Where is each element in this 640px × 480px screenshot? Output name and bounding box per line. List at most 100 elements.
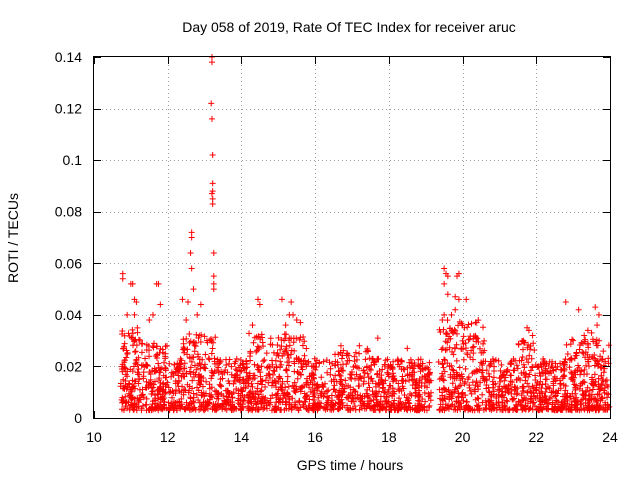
- data-point: [504, 387, 511, 394]
- data-point: [519, 346, 526, 353]
- data-point: [580, 340, 587, 347]
- data-point: [288, 335, 295, 342]
- data-point: [497, 406, 504, 413]
- data-point: [417, 356, 424, 363]
- data-point: [390, 376, 397, 383]
- data-point: [534, 405, 541, 412]
- data-point: [208, 190, 215, 197]
- data-point: [284, 359, 291, 366]
- data-point: [463, 296, 470, 303]
- data-point: [356, 350, 363, 357]
- data-point: [210, 286, 217, 293]
- data-point: [351, 353, 358, 360]
- data-point: [308, 372, 315, 379]
- data-point: [309, 405, 316, 412]
- data-point: [222, 405, 229, 412]
- data-point: [291, 347, 298, 354]
- data-point: [311, 387, 318, 394]
- data-point: [568, 355, 575, 362]
- data-point: [187, 249, 194, 256]
- data-point: [151, 378, 158, 385]
- data-point: [535, 363, 542, 370]
- data-point: [397, 398, 404, 405]
- data-point: [151, 397, 158, 404]
- data-point: [509, 395, 516, 402]
- data-point: [292, 389, 299, 396]
- x-tick-label: 20: [455, 429, 471, 445]
- x-tick-label: 18: [381, 429, 397, 445]
- data-point: [281, 337, 288, 344]
- data-point: [515, 398, 522, 405]
- data-point: [439, 376, 446, 383]
- data-point: [272, 380, 279, 387]
- y-tick-label: 0.02: [55, 358, 82, 374]
- data-point: [263, 372, 270, 379]
- data-point: [189, 377, 196, 384]
- data-point: [330, 402, 337, 409]
- data-point: [300, 360, 307, 367]
- data-point: [543, 385, 550, 392]
- data-point: [166, 360, 173, 367]
- data-point: [293, 356, 300, 363]
- data-point: [249, 383, 256, 390]
- data-point: [462, 365, 469, 372]
- data-point: [134, 395, 141, 402]
- data-point: [552, 393, 559, 400]
- data-point: [259, 377, 266, 384]
- data-point: [338, 396, 345, 403]
- data-point: [582, 336, 589, 343]
- data-point: [133, 298, 140, 305]
- data-point: [200, 399, 207, 406]
- data-point: [570, 377, 577, 384]
- data-point: [469, 344, 476, 351]
- data-point: [155, 364, 162, 371]
- data-point: [320, 358, 327, 365]
- data-point: [131, 349, 138, 356]
- data-point: [131, 311, 138, 318]
- data-point: [602, 358, 609, 365]
- y-tick-label: 0.1: [63, 152, 83, 168]
- data-point: [226, 360, 233, 367]
- data-point: [273, 394, 280, 401]
- data-point: [199, 391, 206, 398]
- data-point: [530, 385, 537, 392]
- data-point: [155, 360, 162, 367]
- data-point: [363, 363, 370, 370]
- data-point: [269, 371, 276, 378]
- data-point: [129, 404, 136, 411]
- data-point: [401, 403, 408, 410]
- data-point: [442, 347, 449, 354]
- data-point: [205, 355, 212, 362]
- data-point: [249, 376, 256, 383]
- data-point: [206, 356, 213, 363]
- data-point: [517, 377, 524, 384]
- data-point: [337, 342, 344, 349]
- data-point: [579, 396, 586, 403]
- data-point: [453, 369, 460, 376]
- data-point: [190, 394, 197, 401]
- data-point: [389, 366, 396, 373]
- data-point: [344, 407, 351, 414]
- data-point: [406, 377, 413, 384]
- data-point: [277, 346, 284, 353]
- data-point: [140, 375, 147, 382]
- data-point: [478, 369, 485, 376]
- data-point: [249, 322, 256, 329]
- data-point: [292, 401, 299, 408]
- data-point: [441, 357, 448, 364]
- data-point: [382, 407, 389, 414]
- data-point: [496, 375, 503, 382]
- data-point: [467, 333, 474, 340]
- data-point: [209, 345, 216, 352]
- data-point: [178, 389, 185, 396]
- data-point: [441, 394, 448, 401]
- data-point: [586, 403, 593, 410]
- data-point: [169, 394, 176, 401]
- data-point: [474, 403, 481, 410]
- data-point: [567, 341, 574, 348]
- data-point: [350, 398, 357, 405]
- data-point: [497, 378, 504, 385]
- data-point: [542, 360, 549, 367]
- data-point: [273, 352, 280, 359]
- data-point: [139, 402, 146, 409]
